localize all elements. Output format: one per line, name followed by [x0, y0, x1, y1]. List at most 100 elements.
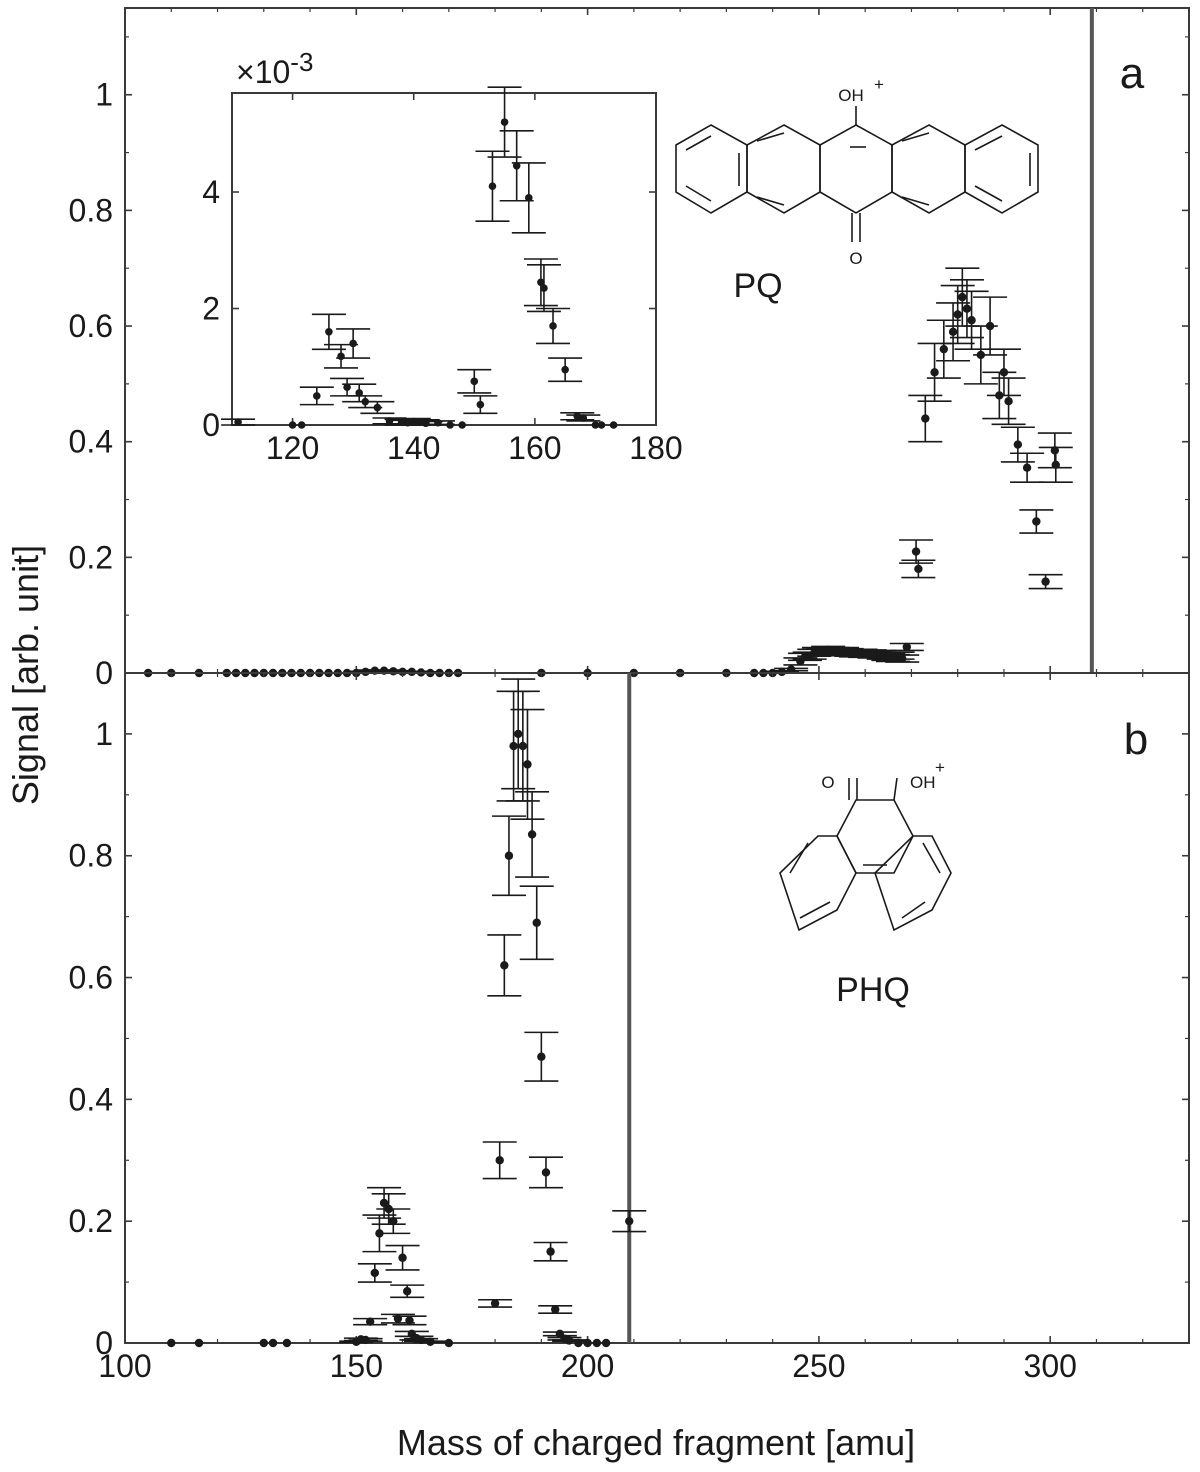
data-point — [297, 421, 306, 429]
data-point — [902, 642, 912, 652]
data-point — [953, 310, 962, 319]
y-tick-label: 2 — [202, 291, 220, 327]
data-point — [458, 421, 466, 429]
data-point — [488, 182, 497, 190]
x-tick-label: 180 — [629, 430, 682, 466]
data-point — [234, 418, 242, 426]
data-point — [495, 1156, 504, 1165]
data-point — [914, 564, 923, 574]
data-point — [601, 1338, 611, 1348]
x-tick-label: 100 — [98, 1348, 151, 1384]
pq-oh-group: OH — [838, 86, 864, 105]
data-point — [561, 365, 569, 374]
data-point — [355, 389, 364, 397]
data-point — [167, 1338, 176, 1348]
y-tick-label: 4 — [202, 174, 220, 210]
data-point — [500, 118, 509, 126]
data-point — [434, 418, 442, 427]
panel-b-frame — [124, 672, 1190, 1344]
data-point — [379, 1198, 389, 1208]
data-point — [1022, 463, 1032, 472]
data-point — [446, 421, 454, 429]
data-point — [609, 421, 618, 429]
data-point — [389, 1216, 398, 1226]
data-point — [470, 377, 479, 386]
x-tick-label: 140 — [387, 430, 440, 466]
data-point — [402, 1287, 412, 1296]
data-point — [574, 1338, 583, 1348]
data-point — [527, 830, 537, 839]
data-point — [313, 392, 321, 400]
data-point — [512, 162, 521, 170]
data-point — [564, 1336, 574, 1345]
y-tick-label: 0 — [202, 407, 220, 443]
x-tick-label: 120 — [266, 430, 319, 466]
data-point — [405, 1316, 414, 1325]
data-point — [540, 284, 548, 292]
data-point — [325, 328, 333, 336]
data-point — [518, 741, 528, 751]
data-point — [549, 322, 557, 330]
data-point — [939, 344, 949, 354]
data-point — [444, 1338, 454, 1348]
data-point — [476, 400, 485, 409]
x-tick-label: 300 — [1024, 1348, 1077, 1384]
data-point — [1051, 460, 1060, 470]
data-point — [537, 278, 545, 287]
y-tick-label: 0 — [95, 1325, 113, 1361]
inset-frame — [231, 92, 657, 426]
phq-o-group: O — [821, 773, 834, 792]
data-point — [546, 1247, 555, 1256]
data-point — [194, 1338, 204, 1348]
panel-b-label: b — [1124, 715, 1148, 764]
data-point — [591, 421, 600, 429]
y-tick-label: 0.8 — [69, 192, 113, 228]
data-point — [398, 1253, 407, 1262]
x-axis-label: Mass of charged fragment [amu] — [397, 1422, 915, 1463]
phq-name: PHQ — [836, 971, 910, 1009]
data-point — [958, 292, 967, 302]
y-tick-label: 0.6 — [69, 960, 113, 996]
data-point — [985, 321, 995, 331]
data-point — [361, 1335, 370, 1345]
pq-rings — [675, 106, 1039, 242]
data-point — [541, 1168, 551, 1177]
data-point — [1032, 517, 1041, 526]
panel-b-marks — [167, 673, 647, 1348]
panel-a-inset: 120 140 160 180 0 2 4 ×10-3 — [202, 47, 682, 466]
panel-b-axes: 100 150 200 250 300 0 0.2 0.4 0.6 0.8 1 — [69, 672, 1189, 1384]
data-point — [962, 304, 972, 313]
y-tick-label: 0.8 — [69, 838, 113, 874]
data-point — [343, 383, 351, 391]
data-point — [532, 918, 541, 927]
panel-b: 100 150 200 250 300 0 0.2 0.4 0.6 0.8 1 b — [69, 672, 1190, 1384]
pq-molecule-structure: OH + O PQ — [675, 75, 1039, 305]
data-point — [373, 403, 382, 412]
y-tick-label: 0.2 — [69, 539, 113, 575]
data-point — [921, 414, 930, 423]
data-point — [426, 1337, 435, 1346]
x-tick-label: 200 — [561, 1348, 614, 1384]
data-point — [1041, 577, 1050, 586]
phq-charge: + — [935, 758, 945, 777]
data-point — [514, 729, 523, 739]
data-point — [259, 1338, 268, 1348]
data-point — [1004, 397, 1013, 406]
panel-a-label: a — [1120, 49, 1145, 98]
data-point — [288, 421, 297, 429]
data-point — [911, 547, 921, 556]
y-tick-label: 1 — [95, 716, 113, 752]
data-point — [597, 421, 606, 429]
data-point — [786, 665, 796, 674]
pq-name: PQ — [733, 267, 782, 305]
data-point — [504, 851, 514, 860]
phq-molecule-structure: O OH + PHQ — [779, 758, 952, 1009]
data-point — [349, 339, 357, 348]
y-tick-label: 1 — [95, 77, 113, 113]
phq-oh-group: OH — [910, 773, 936, 792]
data-point — [592, 1338, 602, 1348]
data-point — [579, 414, 588, 422]
data-point — [930, 368, 939, 377]
y-tick-label: 0.4 — [69, 1081, 113, 1117]
